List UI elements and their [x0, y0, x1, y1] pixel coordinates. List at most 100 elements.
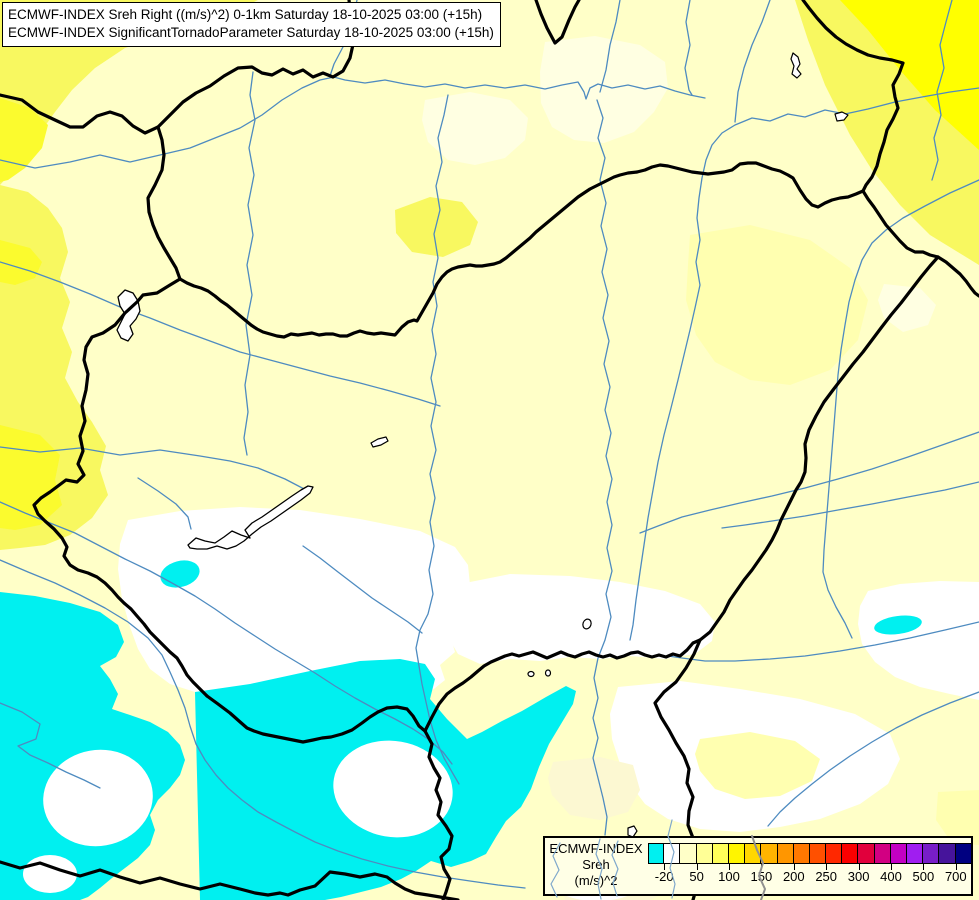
- river-bottomleft-curl: [0, 702, 101, 789]
- river-ne-small: [599, 0, 621, 93]
- lake-ne-small: [834, 111, 849, 122]
- river-raba: [0, 261, 441, 407]
- legend-tick: [858, 864, 860, 870]
- cyan-blob-right: [874, 615, 922, 635]
- river-vah: [243, 71, 256, 456]
- legend-swatch-9: [793, 843, 810, 864]
- legend-swatch-11: [826, 843, 843, 864]
- river-nw: [0, 76, 335, 169]
- legend-colorbar: [648, 843, 972, 864]
- lake-velence: [370, 436, 389, 448]
- legend-tick-label: 700: [944, 869, 967, 884]
- legend-swatch-10: [809, 843, 827, 864]
- legend-tick-label: 400: [880, 869, 902, 884]
- lake-balaton: [187, 485, 314, 550]
- river-koros2: [721, 481, 979, 529]
- legend-tick: [923, 864, 925, 870]
- legend-swatch-17: [923, 843, 940, 864]
- legend-swatch-12: [842, 843, 859, 864]
- cream-right: [878, 284, 936, 332]
- legend-swatch-15: [890, 843, 907, 864]
- left-bright-a: [0, 240, 42, 285]
- border-top-v: [534, 0, 581, 45]
- lake-tiny-b: [527, 670, 535, 678]
- river-right-bottom: [767, 691, 979, 827]
- lake-tisza: [790, 52, 802, 79]
- legend-tick-label: 200: [782, 869, 805, 884]
- river-tisza-ns: [592, 99, 613, 836]
- bottom-center-pale-a: [548, 757, 640, 820]
- cyan-blob-small: [160, 560, 200, 588]
- river-zala: [137, 477, 192, 530]
- legend-swatch-6: [745, 843, 762, 864]
- river-danube-upper: [329, 0, 706, 100]
- border-sava: [0, 860, 460, 900]
- border-hu-sk-west: [178, 170, 639, 339]
- river-ne-corner: [931, 0, 953, 181]
- yellow-patch-in-white: [695, 732, 820, 799]
- title-line-1: ECMWF-INDEX Sreh Right ((m/s)^2) 0-1km S…: [8, 7, 483, 22]
- bottom-right-light: [936, 790, 979, 845]
- river-koros: [639, 431, 979, 534]
- legend-label-line3: (m/s)^2: [574, 873, 618, 888]
- legend-swatch-8: [777, 843, 794, 864]
- border-at-hu-vertical: [146, 125, 182, 281]
- river-sio: [302, 545, 423, 634]
- legend-box: ECMWF-INDEX Sreh (m/s)^2 -20 50 100 150 200 2…: [543, 836, 973, 896]
- legend-swatch-14: [874, 843, 891, 864]
- border-sk-ua: [801, 0, 905, 193]
- legend-tick: [891, 864, 892, 870]
- topcenter-medium-patch: [395, 197, 478, 257]
- legend-swatch-4: [712, 843, 729, 864]
- legend-tick-label: 250: [815, 869, 838, 884]
- border-cz-sk: [156, 0, 356, 129]
- legend-tick: [729, 864, 730, 870]
- border-west-loop: [32, 277, 209, 698]
- border-hr-rs: [423, 729, 454, 900]
- river-danube-mid: [415, 94, 460, 785]
- legend-swatch-3: [696, 843, 713, 864]
- legend-swatch-16: [907, 843, 924, 864]
- cream-top-a: [540, 36, 668, 143]
- title-box: ECMWF-INDEX Sreh Right ((m/s)^2) 0-1km S…: [2, 2, 501, 47]
- title-line-2: ECMWF-INDEX SignificantTornadoParameter …: [8, 25, 494, 40]
- legend-swatch-13: [858, 843, 875, 864]
- cyan-blob-tiny: [370, 666, 384, 676]
- river-mura: [0, 501, 453, 765]
- river-west-long: [0, 446, 309, 492]
- lake-tiny-a: [582, 618, 592, 630]
- legend-swatch-0: [648, 843, 665, 864]
- legend-tick-label: 500: [912, 869, 935, 884]
- legend-label-line2: Sreh: [582, 857, 610, 872]
- cream-top-b: [422, 92, 528, 165]
- white-channel: [448, 574, 715, 664]
- legend-tick: [696, 864, 698, 870]
- legend-swatch-19: [955, 843, 972, 864]
- border-south-ew: [205, 694, 427, 744]
- river-maros: [667, 621, 979, 662]
- white-right-edge: [858, 581, 979, 700]
- right-mid-light: [686, 225, 868, 385]
- legend-tick: [664, 864, 666, 870]
- legend-swatch-2: [680, 843, 697, 864]
- legend-tick-label: 100: [718, 869, 740, 884]
- legend-tick: [826, 864, 828, 870]
- river-drava-low: [0, 559, 526, 889]
- border-cz-at: [0, 93, 160, 135]
- lake-tiny-c: [544, 669, 552, 677]
- border-hu-ua: [861, 189, 979, 298]
- white-hole-center: [333, 740, 453, 838]
- legend-label: ECMWF-INDEX Sreh (m/s)^2: [545, 841, 647, 889]
- river-tisza-upper: [629, 87, 979, 641]
- border-hu-ro: [698, 255, 940, 642]
- topleft-bright-yellow: [0, 98, 48, 182]
- legend-swatch-7: [761, 843, 778, 864]
- legend-label-line1: ECMWF-INDEX: [549, 841, 643, 856]
- legend-tick-label: 300: [847, 869, 870, 884]
- border-hu-sk-east: [635, 161, 865, 209]
- legend-tick: [955, 864, 957, 870]
